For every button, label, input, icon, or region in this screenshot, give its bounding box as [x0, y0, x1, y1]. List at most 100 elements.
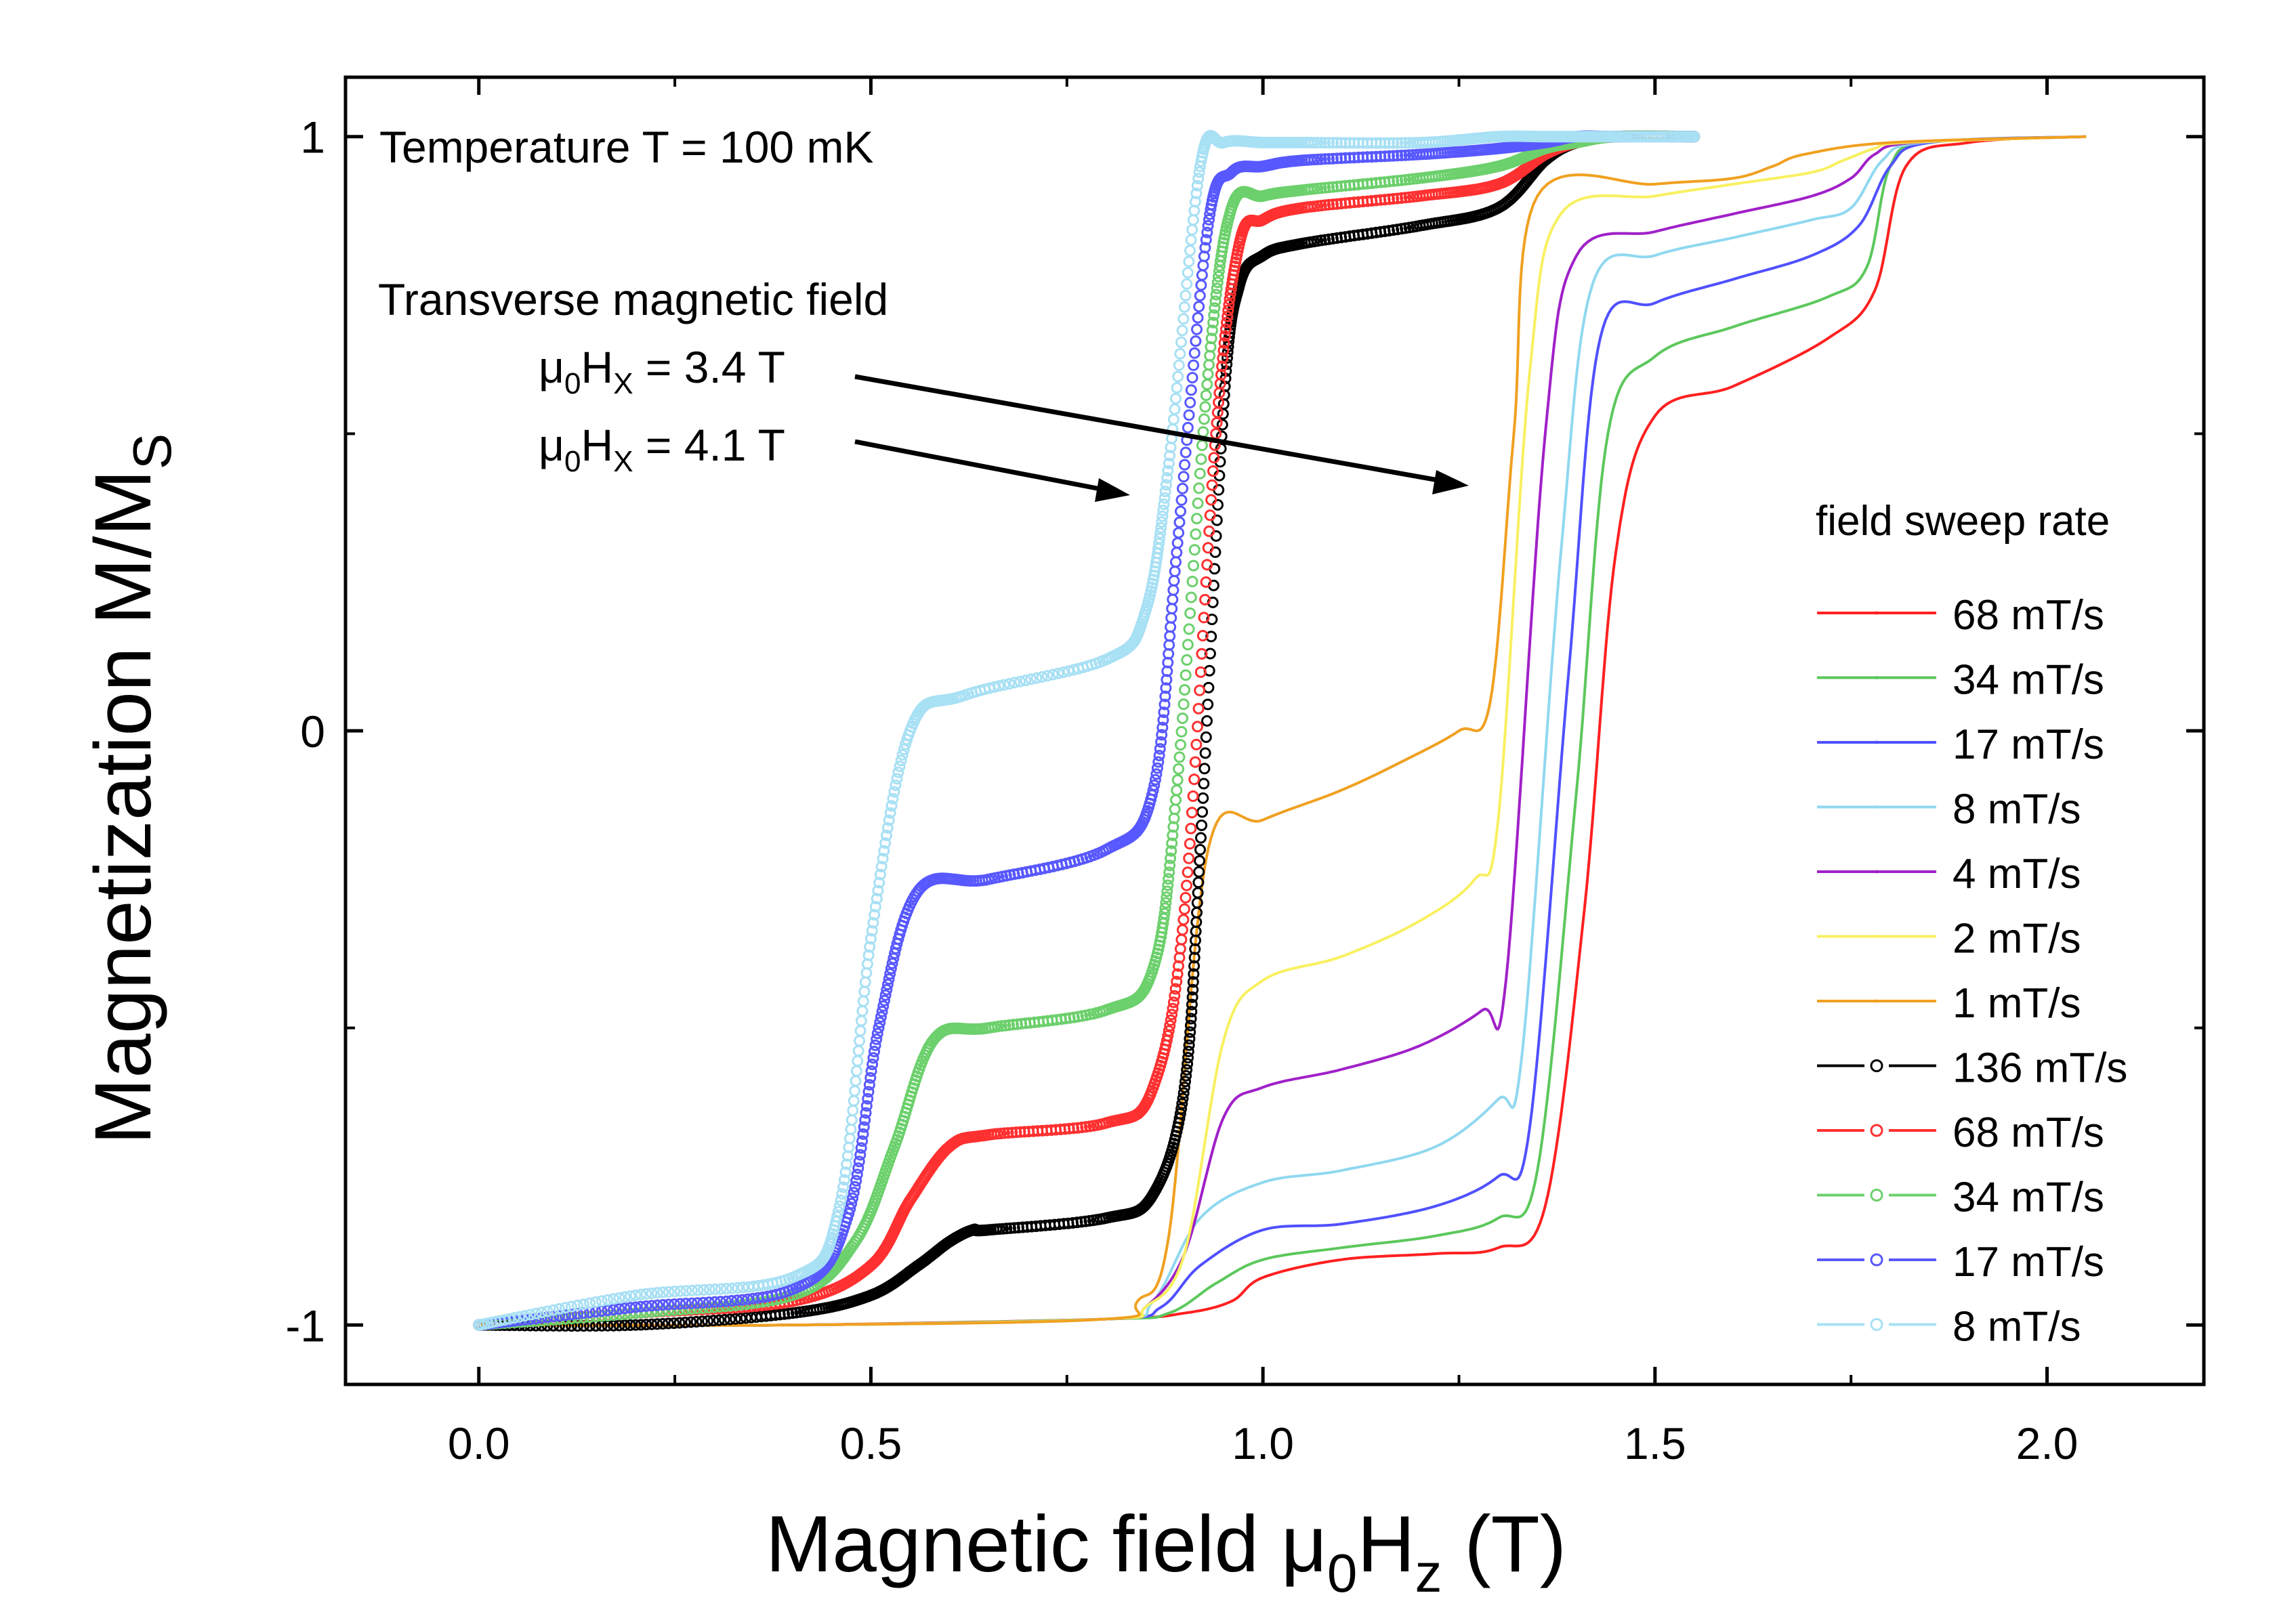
series-point	[1205, 631, 1217, 643]
series-point	[1206, 324, 1218, 337]
series-point	[1171, 774, 1184, 786]
series-point	[692, 1284, 704, 1296]
series-point	[1173, 527, 1185, 539]
series-point	[1217, 345, 1230, 356]
series-point	[869, 901, 881, 913]
series-point	[736, 1294, 749, 1306]
series-point	[883, 814, 895, 826]
series-point	[657, 1286, 669, 1298]
series-point	[1210, 289, 1222, 301]
series-point	[892, 766, 904, 778]
series-point	[560, 1320, 571, 1332]
y-tick-label: 0	[300, 706, 325, 757]
series-point	[1172, 370, 1184, 383]
series-point	[865, 1065, 877, 1077]
y-axis-title: Magnetization M/MS	[79, 433, 182, 1145]
series-point	[1188, 559, 1200, 572]
y-tick-label: -1	[285, 1300, 325, 1351]
series-point	[714, 1296, 726, 1308]
series-point	[1181, 1064, 1193, 1076]
x-axis-title-varsub: z	[1415, 1543, 1442, 1603]
series-point	[1173, 516, 1186, 528]
series-point	[1153, 538, 1165, 549]
tick-layer: 0.0 0.5 1.0 1.5 2.0 -1 0 1	[285, 77, 2204, 1468]
series-point	[1219, 330, 1231, 342]
series-point	[707, 1315, 719, 1327]
legend-label: 34 mT/s	[1953, 1174, 2104, 1221]
series-point	[1068, 1122, 1080, 1134]
series-point	[881, 829, 892, 841]
series-point	[1157, 505, 1169, 517]
series-point	[1071, 1216, 1083, 1229]
series-point	[737, 1281, 749, 1294]
series-point	[1190, 335, 1202, 347]
series-point	[1192, 312, 1204, 324]
series-point	[1186, 807, 1198, 819]
series-point	[1400, 192, 1411, 204]
series-point	[619, 1302, 631, 1315]
series-point	[860, 1100, 873, 1112]
series-point	[1158, 499, 1170, 510]
series-point	[613, 1319, 625, 1332]
series-point	[1185, 384, 1197, 396]
series-point	[619, 1319, 631, 1332]
series-point	[1193, 866, 1205, 878]
series-point	[1203, 213, 1215, 226]
temperature-annotation: Temperature T = 100 mK	[379, 122, 873, 172]
series-point	[732, 1282, 744, 1294]
series-point	[1327, 232, 1339, 245]
series-point	[1327, 137, 1339, 149]
series-point	[1182, 1052, 1194, 1064]
series-point	[726, 1295, 738, 1307]
y-axis-title-main: Magnetization M/M	[79, 469, 168, 1145]
legend: 68 mT/s 34 mT/s 17 mT/s 8 mT/s 4 mT/s 2 mT/s 1…	[1817, 592, 2127, 1351]
series-point	[1183, 623, 1195, 635]
series-point	[674, 1285, 686, 1297]
legend-swatch-marker	[1870, 1124, 1883, 1137]
series-point	[1192, 497, 1204, 509]
series-point	[560, 1302, 571, 1314]
series-point	[1177, 1087, 1190, 1099]
series-point	[891, 773, 903, 785]
series-point	[1160, 682, 1172, 694]
series-point	[1186, 372, 1198, 384]
series-point	[1177, 1093, 1189, 1105]
series-point	[1319, 182, 1331, 194]
series-point	[662, 1317, 674, 1330]
series-point	[1185, 1013, 1197, 1025]
series-point	[1193, 301, 1205, 313]
arrow-hx1-head	[1432, 470, 1469, 494]
legend-label: 17 mT/s	[1953, 721, 2104, 768]
series-point	[867, 917, 879, 929]
series-point	[1207, 316, 1219, 328]
series-point	[1194, 666, 1207, 678]
series-point	[514, 1311, 526, 1323]
series-point	[1190, 528, 1202, 540]
series-point	[1387, 137, 1400, 149]
series-point	[629, 1301, 642, 1313]
series-point	[1188, 960, 1201, 972]
series-point	[831, 1210, 843, 1223]
series-point	[1194, 290, 1206, 301]
series-point	[668, 1317, 680, 1330]
series-point	[837, 1181, 850, 1193]
series-point	[1196, 820, 1208, 831]
series-point	[1147, 784, 1159, 797]
series-point	[1184, 1019, 1196, 1032]
series-point	[508, 1312, 520, 1324]
series-point	[1159, 486, 1171, 498]
arrow-hx2-head	[1095, 478, 1130, 502]
series-point	[879, 837, 892, 849]
series-point	[1176, 1098, 1188, 1109]
series-point	[572, 1299, 583, 1311]
series-point	[898, 744, 910, 755]
series-point	[1180, 891, 1192, 904]
series-point	[896, 748, 909, 761]
series-point	[873, 1022, 885, 1034]
series-point	[1177, 482, 1188, 494]
series-point	[686, 1284, 698, 1296]
series-point	[883, 973, 895, 985]
series-point	[530, 1307, 542, 1319]
series-layer	[473, 129, 2087, 1332]
series-point	[635, 1319, 647, 1331]
